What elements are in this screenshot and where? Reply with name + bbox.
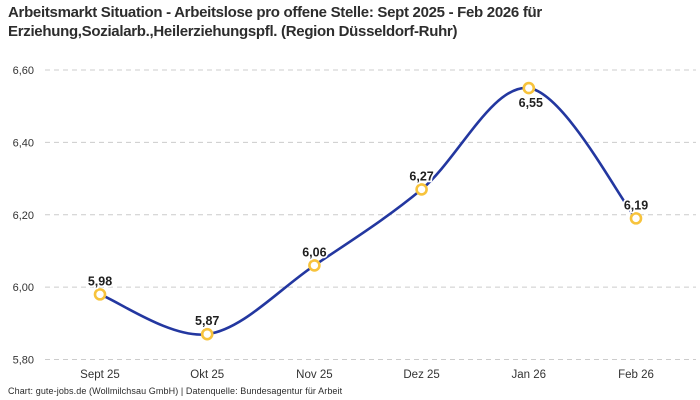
chart-title-line1: Arbeitsmarkt Situation - Arbeitslose pro…	[8, 4, 542, 21]
y-axis-tick-label: 6,40	[13, 137, 34, 149]
data-point-label: 6,06	[302, 245, 326, 259]
data-point-marker	[93, 288, 107, 301]
x-axis-label: Sept 25	[80, 369, 120, 381]
chart-title: Arbeitsmarkt Situation - Arbeitslose pro…	[8, 4, 684, 41]
chart-title-line2: Erziehung,Sozialarb.,Heilerziehungspfl. …	[8, 22, 458, 40]
data-point-marker	[200, 327, 214, 341]
chart-attribution: Chart: gute-jobs.de (Wollmilchsau GmbH) …	[8, 386, 343, 396]
y-axis-tick-label: 5,80	[13, 355, 34, 367]
data-point-marker	[522, 81, 536, 95]
data-point-marker	[415, 183, 428, 196]
data-point-label: 5,98	[88, 274, 112, 288]
data-point-label: 6,27	[409, 169, 433, 183]
data-point-label: 6,19	[624, 198, 648, 212]
x-axis-label: Nov 25	[296, 369, 332, 381]
x-axis-label: Okt 25	[190, 369, 224, 381]
x-axis-label: Dez 25	[403, 369, 439, 381]
y-axis-tick-label: 6,00	[13, 282, 34, 294]
data-point-marker	[629, 212, 643, 225]
data-point-marker	[308, 259, 321, 272]
y-axis-tick-label: 6,20	[13, 210, 34, 222]
x-axis-label: Feb 26	[618, 369, 654, 381]
data-line	[98, 86, 638, 336]
y-axis-tick-label: 6,60	[13, 65, 34, 77]
data-point-label: 6,55	[519, 96, 543, 110]
data-point-label: 5,87	[195, 314, 219, 328]
x-axis-label: Jan 26	[512, 369, 547, 381]
